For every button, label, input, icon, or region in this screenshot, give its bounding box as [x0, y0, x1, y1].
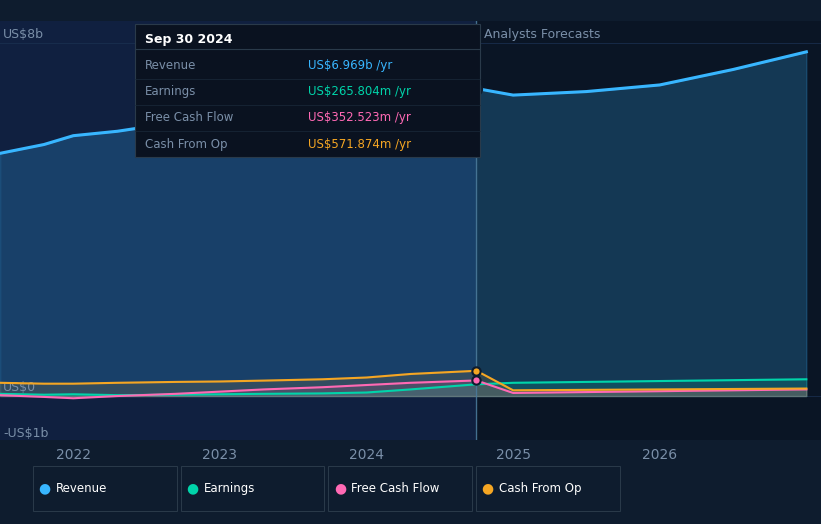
- Text: Sep 30 2024: Sep 30 2024: [145, 33, 233, 46]
- Text: Cash From Op: Cash From Op: [145, 138, 227, 150]
- Text: ●: ●: [39, 482, 50, 496]
- Text: US$0: US$0: [3, 381, 36, 394]
- Text: ●: ●: [334, 482, 346, 496]
- Bar: [476, 21, 821, 440]
- Text: Free Cash Flow: Free Cash Flow: [145, 112, 234, 124]
- Text: Past: Past: [438, 28, 469, 41]
- Text: Free Cash Flow: Free Cash Flow: [351, 482, 440, 495]
- Text: -US$1b: -US$1b: [3, 427, 48, 440]
- Text: Analysts Forecasts: Analysts Forecasts: [484, 28, 600, 41]
- Text: Cash From Op: Cash From Op: [499, 482, 581, 495]
- Text: Earnings: Earnings: [204, 482, 255, 495]
- Text: US$8b: US$8b: [3, 28, 44, 41]
- Text: ●: ●: [186, 482, 198, 496]
- Text: US$6.969b /yr: US$6.969b /yr: [308, 59, 392, 72]
- Text: US$352.523m /yr: US$352.523m /yr: [308, 112, 410, 124]
- Bar: [0, 21, 476, 440]
- Text: Revenue: Revenue: [56, 482, 108, 495]
- Text: US$571.874m /yr: US$571.874m /yr: [308, 138, 411, 150]
- Text: Earnings: Earnings: [145, 85, 197, 98]
- Text: US$265.804m /yr: US$265.804m /yr: [308, 85, 410, 98]
- Text: Revenue: Revenue: [145, 59, 197, 72]
- Text: ●: ●: [482, 482, 493, 496]
